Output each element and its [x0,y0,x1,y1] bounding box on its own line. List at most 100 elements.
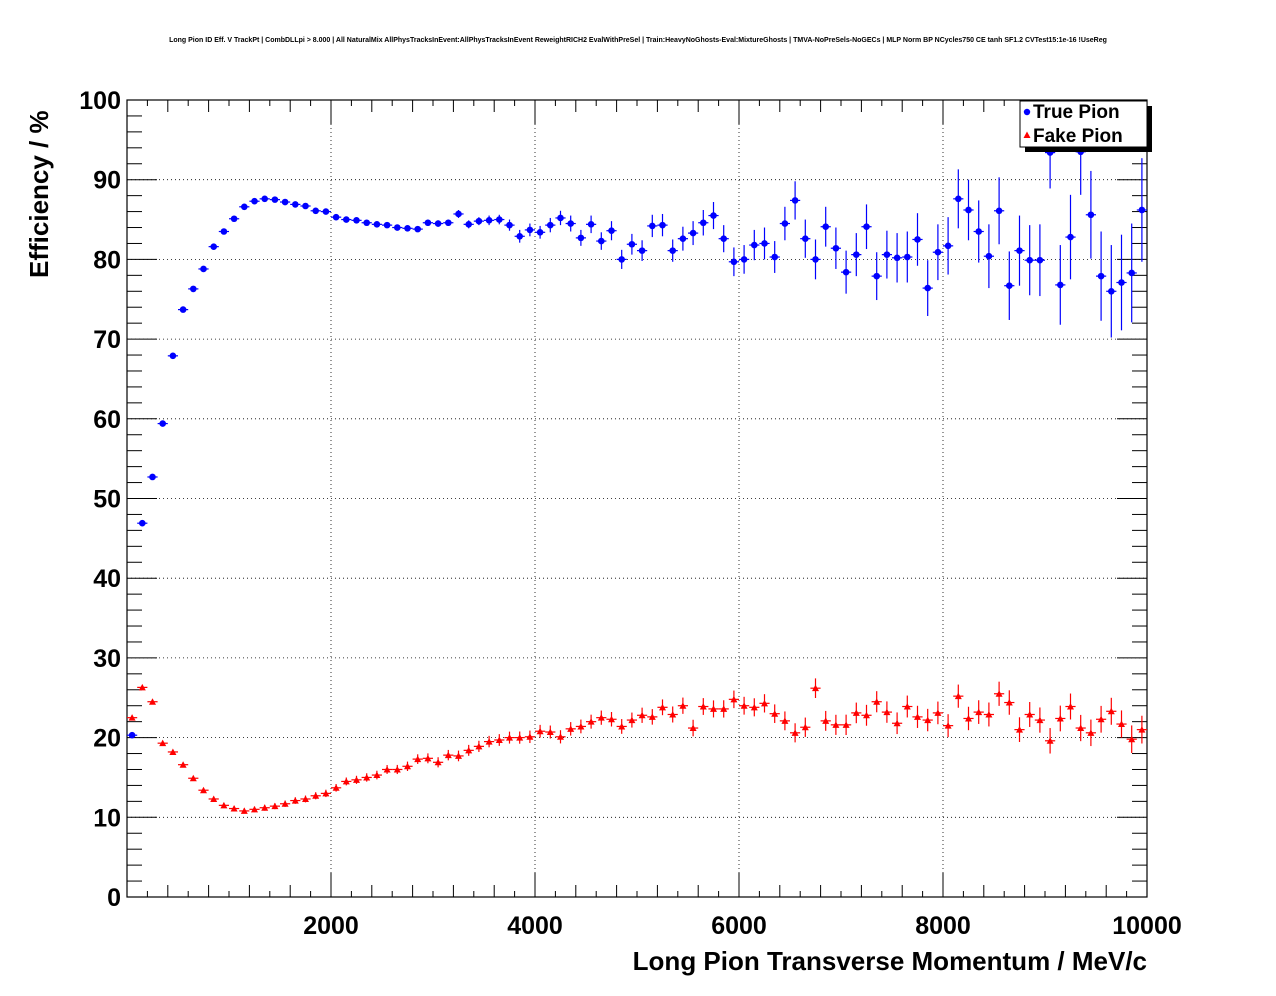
data-point [159,739,167,747]
data-point [516,232,523,240]
y-tick-labels: 0 10 20 30 40 50 60 70 80 90 100 [79,87,121,912]
x-tick-labels: 2000 4000 6000 8000 10000 [303,912,1182,940]
data-point [648,713,656,720]
data-point [353,776,360,783]
data-point [669,710,677,718]
data-point [649,222,656,230]
legend-fake-pion-marker [1023,131,1031,138]
data-point [608,715,615,723]
data-point [373,221,381,228]
data-point [985,252,993,260]
data-point [873,698,881,705]
data-point [312,792,320,799]
data-point [822,717,830,724]
data-point [689,724,697,732]
data-point [302,202,309,210]
data-point [1026,256,1033,264]
data-point [322,789,330,797]
data-point [1036,256,1044,264]
data-point [710,705,717,712]
data-point [322,208,330,215]
data-point [955,195,962,203]
data-point [730,258,738,266]
data-point [618,722,626,730]
data-point [128,714,136,721]
data-point [200,265,207,273]
data-point [261,804,269,811]
x-tick-label: 2000 [303,912,359,940]
data-point [139,519,146,527]
data-point [730,695,738,703]
data-point [383,221,391,229]
plot-frame [126,99,1148,898]
data-point [873,272,880,280]
data-point [424,754,432,762]
data-point [332,784,340,791]
data-point [934,709,942,716]
data-point [638,247,646,254]
data-point [781,717,789,724]
data-point [995,207,1003,215]
data-point [700,219,707,227]
data-point [251,805,258,813]
data-point [343,216,350,223]
data-point [965,206,972,214]
data-point [1118,279,1125,286]
y-tick-label: 80 [93,246,121,274]
y-tick-label: 0 [107,884,121,912]
data-point [149,698,156,705]
data-point [496,216,503,223]
data-point [750,703,758,711]
data-point [924,716,932,724]
y-tick-label: 90 [93,167,121,195]
data-point [1138,206,1146,214]
data-point [751,241,758,249]
data-point [210,243,217,250]
data-point [536,229,544,236]
data-point [587,221,595,228]
data-point [475,742,483,750]
y-axis-label: Efficiency / % [24,110,54,278]
data-point [241,203,248,211]
data-point [291,797,299,804]
data-point [975,228,982,235]
grid-lines [127,100,1147,897]
data-point [394,224,401,231]
y-tick-label: 20 [93,725,121,753]
x-tick-label: 8000 [915,912,971,940]
data-point [557,733,564,740]
data-point [812,684,819,692]
data-point [169,748,177,755]
data-point [914,236,921,243]
data-point [220,801,228,809]
y-tick-label: 100 [79,87,121,115]
data-point [230,805,238,812]
series-true-pion [127,108,1147,739]
x-tick-label: 10000 [1112,912,1182,940]
data-point [1005,699,1013,706]
data-point [659,703,666,711]
data-point [455,210,462,218]
data-point [863,223,870,231]
data-point [598,237,605,245]
data-point [485,738,493,745]
data-point [944,722,952,729]
data-point [189,774,197,782]
data-point [516,734,524,741]
data-point [1087,729,1095,736]
data-point [781,220,789,227]
data-point [802,235,809,242]
data-point [1046,737,1054,744]
data-point [302,795,309,802]
data-point [1026,710,1034,718]
data-point [893,254,901,262]
data-point [1128,269,1135,277]
y-tick-label: 30 [93,645,121,673]
data-point [149,473,156,481]
data-point [414,755,422,763]
data-point [791,729,799,736]
data-point [455,752,462,759]
data-point [404,762,411,770]
data-point [842,268,850,276]
data-point [138,683,146,691]
